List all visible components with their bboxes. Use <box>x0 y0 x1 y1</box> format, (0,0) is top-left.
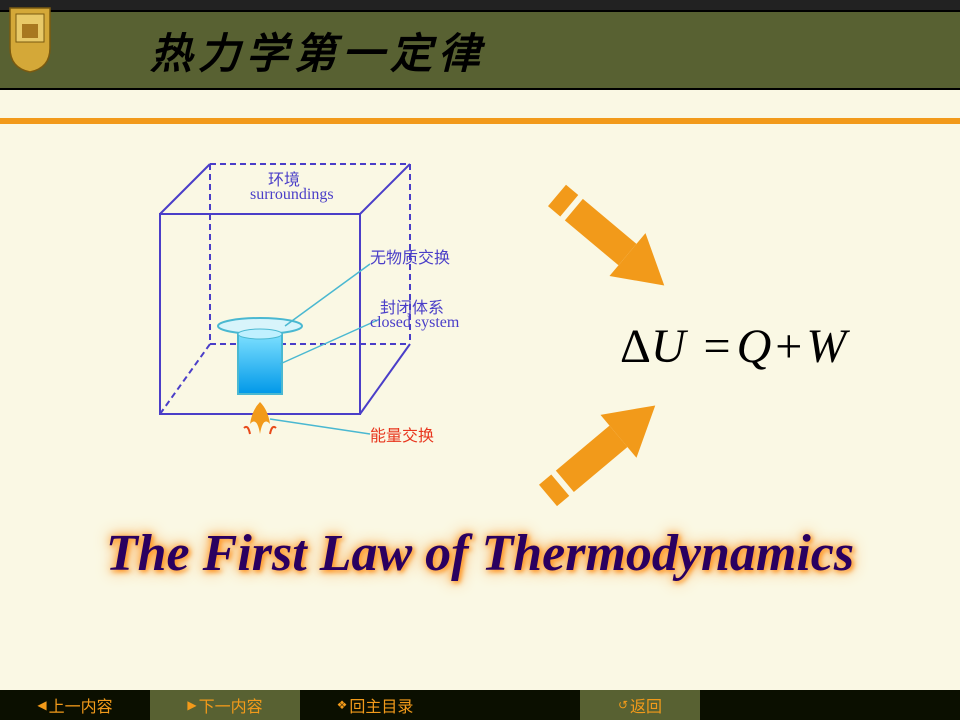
formula-q: Q <box>737 320 772 373</box>
formula-plus: + <box>771 320 806 373</box>
formula-first-law: ΔU =Q+W <box>620 319 846 374</box>
back-icon: ↺ <box>618 698 628 713</box>
page-title: 热力学第一定律 <box>150 20 486 81</box>
main-menu-button[interactable]: ❖ 回主目录 <box>300 690 450 720</box>
back-label: 返回 <box>630 693 662 717</box>
formula-u: U <box>651 320 686 373</box>
formula-eq: = <box>698 320 737 373</box>
label-closed-system-en: closed system <box>370 314 459 332</box>
main-icon: ❖ <box>337 698 348 713</box>
formula-delta: Δ <box>620 320 651 373</box>
header: 热力学第一定律 <box>0 10 960 90</box>
label-surroundings-en: surroundings <box>250 186 334 204</box>
top-bar <box>0 0 960 10</box>
label-energy-exchange: 能量交换 <box>370 422 434 446</box>
next-label: 下一内容 <box>199 693 263 717</box>
formula-w: W <box>806 320 846 373</box>
prev-button[interactable]: ◀ 上一内容 <box>0 690 150 720</box>
prev-icon: ◀ <box>37 698 46 713</box>
nav-bar: ◀ 上一内容 ▶ 下一内容 ❖ 回主目录 ↺ 返回 <box>0 690 960 720</box>
english-subtitle: The First Law of Thermodynamics <box>0 524 960 583</box>
university-badge-icon <box>6 4 54 74</box>
flame-icon <box>244 402 276 434</box>
prev-label: 上一内容 <box>49 693 113 717</box>
next-icon: ▶ <box>187 698 196 713</box>
content-area: 环境 surroundings 无物质交换 封闭体系 closed system… <box>0 124 960 680</box>
label-no-matter-exchange: 无物质交换 <box>370 244 450 268</box>
back-button[interactable]: ↺ 返回 <box>580 690 700 720</box>
main-label: 回主目录 <box>349 693 413 717</box>
next-button[interactable]: ▶ 下一内容 <box>150 690 300 720</box>
